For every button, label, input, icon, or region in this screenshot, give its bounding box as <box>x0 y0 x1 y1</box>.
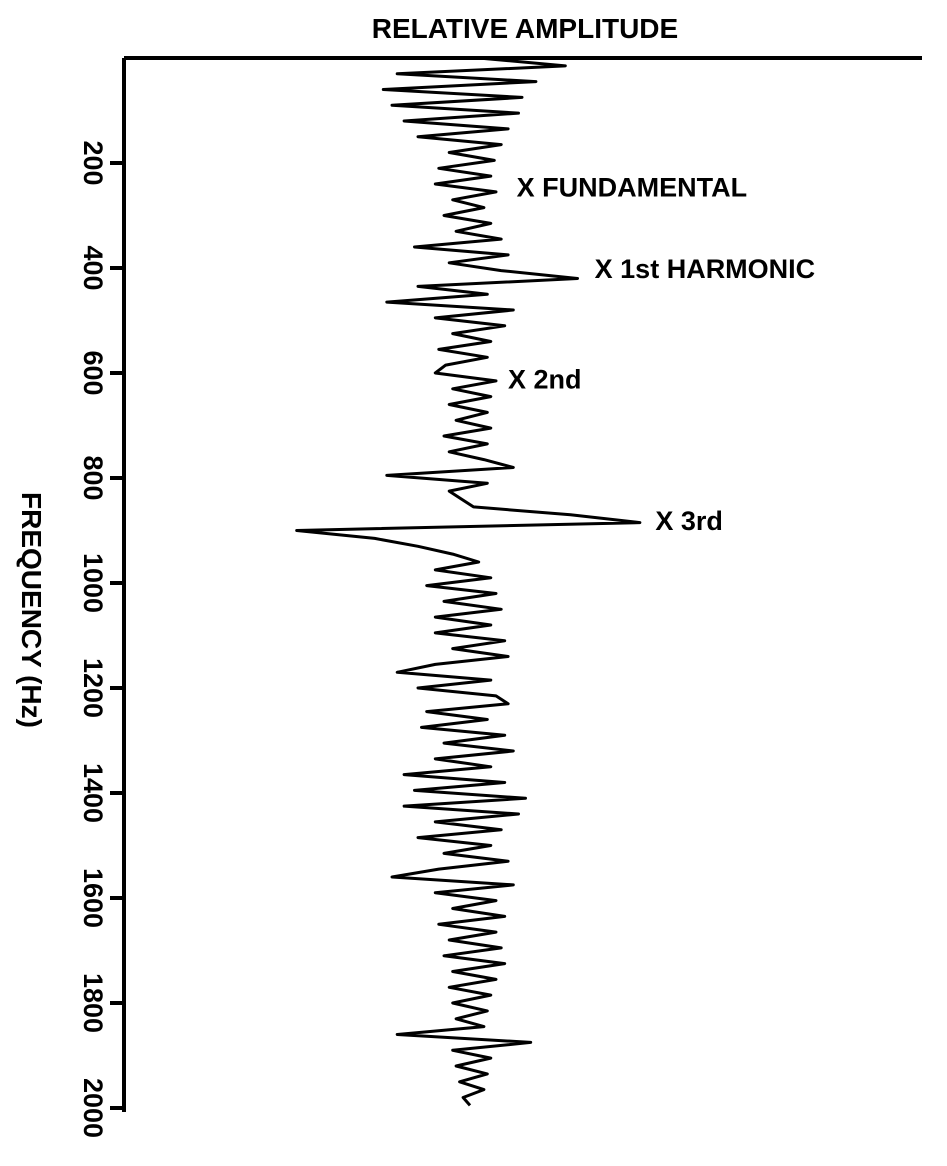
annotation-label: X 3rd <box>655 506 723 536</box>
y-tick-label: 1200 <box>78 658 108 718</box>
y-tick-label: 1600 <box>78 868 108 928</box>
y-axis-tick-labels: 200 400 600 800 1000 1200 1400 1600 1800 2000 <box>78 140 108 1138</box>
spectrum-line <box>295 56 642 1107</box>
annotation-label: X FUNDAMENTAL <box>517 173 747 203</box>
y-tick-label: 600 <box>78 350 108 395</box>
y-tick-label: 800 <box>78 455 108 500</box>
annotation-labels: X FUNDAMENTAL X 1st HARMONIC X 2nd X 3rd <box>508 173 815 536</box>
y-axis-label: FREQUENCY (Hz) <box>16 492 47 728</box>
y-tick-label: 1000 <box>78 553 108 613</box>
y-tick-label: 200 <box>78 140 108 185</box>
y-tick-label: 1800 <box>78 973 108 1033</box>
chart-title: RELATIVE AMPLITUDE <box>372 13 678 44</box>
y-tick-label: 1400 <box>78 763 108 823</box>
annotation-label: X 2nd <box>508 364 582 394</box>
annotation-label: X 1st HARMONIC <box>595 254 816 284</box>
y-axis-ticks <box>110 161 124 1110</box>
y-tick-label: 2000 <box>78 1078 108 1138</box>
y-tick-label: 400 <box>78 245 108 290</box>
